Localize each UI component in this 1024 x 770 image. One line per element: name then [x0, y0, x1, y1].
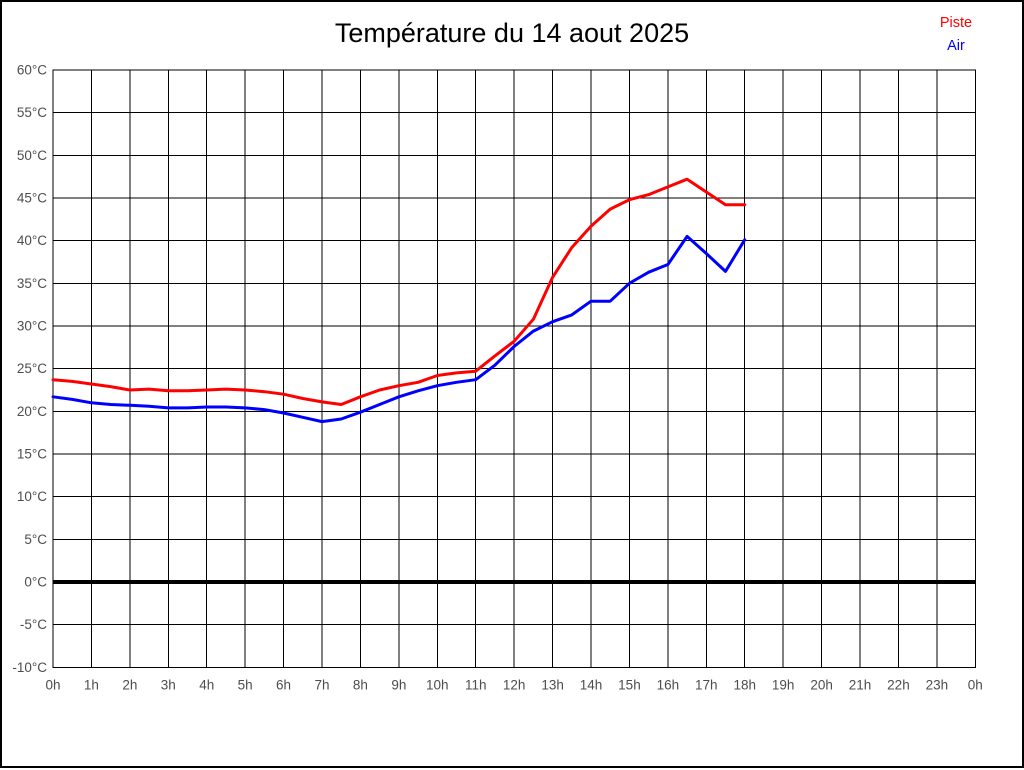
x-tick-label: 16h [657, 677, 680, 692]
x-tick-label: 12h [503, 677, 526, 692]
legend-air: Air [947, 38, 965, 54]
x-tick-label: 2h [122, 677, 137, 692]
x-tick-label: 15h [618, 677, 641, 692]
y-tick-label: 35°C [17, 276, 47, 291]
x-tick-label: 8h [353, 677, 368, 692]
x-tick-label: 4h [199, 677, 214, 692]
x-tick-label: 0h [968, 677, 983, 692]
y-tick-label: 20°C [17, 404, 47, 419]
x-tick-label: 6h [276, 677, 291, 692]
chart-title: Température du 14 aout 2025 [334, 18, 690, 48]
x-tick-label: 1h [84, 677, 99, 692]
y-tick-label: 60°C [17, 63, 47, 78]
x-tick-label: 13h [541, 677, 564, 692]
x-tick-label: 19h [772, 677, 795, 692]
y-tick-label: 0°C [24, 574, 47, 589]
series-line-piste [51, 177, 747, 406]
x-tick-label: 3h [161, 677, 176, 692]
plot-frame [52, 69, 976, 668]
y-tick-label: 25°C [17, 361, 47, 376]
x-tick-label: 20h [810, 677, 833, 692]
x-tick-label: 21h [849, 677, 872, 692]
x-tick-label: 17h [695, 677, 718, 692]
y-tick-label: 5°C [24, 532, 47, 547]
y-tick-label: 55°C [17, 105, 47, 120]
y-tick-label: 50°C [17, 148, 47, 163]
y-tick-label: -5°C [20, 617, 47, 632]
x-tick-label: 23h [926, 677, 949, 692]
series-line-air [51, 234, 747, 424]
x-tick-label: 5h [238, 677, 253, 692]
x-tick-label: 18h [733, 677, 756, 692]
x-tick-label: 10h [426, 677, 449, 692]
x-tick-label: 9h [391, 677, 406, 692]
y-tick-label: 30°C [17, 318, 47, 333]
x-tick-label: 14h [580, 677, 603, 692]
legend-piste: Piste [939, 15, 973, 31]
chart-legend: Piste Air [918, 12, 994, 58]
x-tick-label: 22h [887, 677, 910, 692]
y-tick-label: 40°C [17, 233, 47, 248]
y-tick-label: 10°C [17, 489, 47, 504]
x-tick-label: 11h [465, 677, 487, 692]
y-tick-label: -10°C [12, 660, 47, 675]
x-tick-label: 7h [314, 677, 329, 692]
x-tick-label: 0h [45, 677, 60, 692]
y-tick-label: 15°C [17, 446, 47, 461]
y-tick-label: 45°C [17, 190, 47, 205]
